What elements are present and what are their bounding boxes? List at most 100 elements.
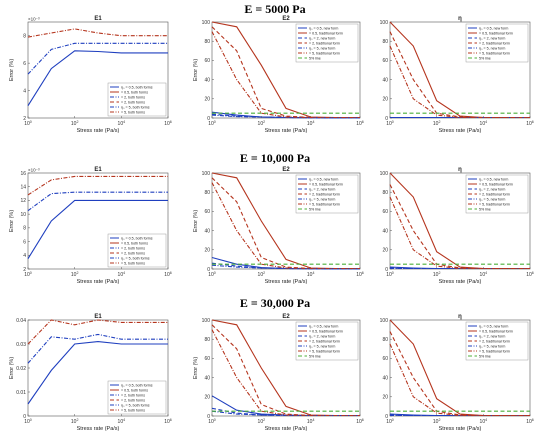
x-tick-label: 100 bbox=[24, 120, 32, 127]
panel-e2: E2 0 20 40 60 80 100 100 102 104 106 Stress rate (P… bbox=[193, 167, 364, 285]
y-exponent-label: ×10⁻³ bbox=[28, 168, 40, 173]
legend: η₀ = 0.5, new form= 0.5, traditional for… bbox=[295, 321, 359, 361]
x-tick-label: 106 bbox=[356, 418, 364, 425]
y-tick-label: 0.03 bbox=[16, 342, 26, 348]
legend-label: = 0.5, traditional form bbox=[309, 182, 343, 186]
x-axis-label: Stress rate (Pa/s) bbox=[439, 128, 482, 134]
legend-label: 5% line bbox=[309, 207, 321, 211]
legend-label: = 5, both forms bbox=[121, 110, 145, 114]
y-tick-label: 2 bbox=[23, 116, 26, 122]
y-tick-label: 0 bbox=[207, 267, 210, 273]
y-tick-label: 8 bbox=[23, 34, 26, 40]
x-axis-label: Stress rate (Pa/s) bbox=[265, 128, 308, 134]
legend-label: 5% line bbox=[479, 207, 491, 211]
series-line bbox=[27, 50, 168, 106]
series-line bbox=[27, 42, 168, 75]
x-axis-label: Stress rate (Pa/s) bbox=[77, 426, 120, 432]
x-tick-label: 104 bbox=[307, 120, 315, 127]
x-tick-label: 102 bbox=[258, 120, 266, 127]
panel-title: η bbox=[458, 314, 462, 320]
x-tick-label: 104 bbox=[118, 271, 126, 278]
legend-label: = 5, traditional form bbox=[479, 202, 510, 206]
legend-label: = 5, traditional form bbox=[479, 349, 510, 353]
y-tick-label: 80 bbox=[204, 337, 210, 343]
y-tick-label: 100 bbox=[380, 171, 389, 177]
panel-eta: η 0 20 40 60 80 100 100 102 104 106 Stress rate (Pa… bbox=[380, 167, 534, 285]
y-tick-label: 80 bbox=[382, 39, 388, 45]
x-tick-label: 106 bbox=[164, 120, 172, 127]
y-tick-label: 40 bbox=[382, 375, 388, 381]
legend: η₀ = 0.5, new form= 0.5, traditional for… bbox=[465, 23, 529, 63]
legend-label: = 2, traditional form bbox=[309, 41, 340, 45]
legend-label: 5% line bbox=[309, 56, 321, 60]
y-tick-label: 80 bbox=[382, 190, 388, 196]
legend-label: η₀ = 0.5, both forms bbox=[121, 236, 153, 240]
y-tick-label: 60 bbox=[204, 58, 210, 64]
legend-label: = 5, traditional form bbox=[309, 349, 340, 353]
legend-label: η₀ = 2, new form bbox=[309, 334, 335, 338]
y-tick-label: 60 bbox=[382, 209, 388, 215]
y-tick-label: 0 bbox=[23, 414, 26, 420]
y-tick-label: 60 bbox=[382, 356, 388, 362]
panel-e1: E1 ×10⁻³ 2 4 6 8 10 12 14 16 100 102 104 106 Stress ra… bbox=[9, 167, 172, 285]
legend-box bbox=[107, 233, 167, 268]
series-line bbox=[389, 184, 530, 270]
x-tick-label: 104 bbox=[480, 271, 488, 278]
panel-title: η bbox=[458, 16, 462, 22]
x-axis-label: Stress rate (Pa/s) bbox=[439, 279, 482, 285]
y-tick-label: 100 bbox=[202, 171, 211, 177]
y-tick-label: 0 bbox=[207, 116, 210, 122]
x-axis-label: Stress rate (Pa/s) bbox=[265, 279, 308, 285]
legend-label: η₀ = 5, new form bbox=[309, 197, 335, 201]
legend-label: = 2, both forms bbox=[121, 246, 145, 250]
y-tick-label: 0.02 bbox=[16, 366, 26, 372]
y-tick-label: 40 bbox=[204, 228, 210, 234]
y-tick-label: 16 bbox=[20, 171, 26, 177]
y-tick-label: 20 bbox=[204, 248, 210, 254]
y-tick-label: 20 bbox=[382, 395, 388, 401]
y-tick-label: 6 bbox=[23, 61, 26, 67]
y-tick-label: 60 bbox=[204, 209, 210, 215]
x-tick-label: 102 bbox=[71, 418, 79, 425]
legend-label: η₀ = 5, both forms bbox=[121, 403, 150, 407]
legend-label: η₀ = 2, new form bbox=[309, 187, 335, 191]
legend-label: η₀ = 0.5, new form bbox=[479, 324, 508, 328]
legend-label: 5% line bbox=[479, 354, 491, 358]
legend: η₀ = 0.5, new form= 0.5, traditional for… bbox=[465, 321, 529, 361]
legend-label: η₀ = 0.5, new form bbox=[309, 26, 338, 30]
series-line bbox=[27, 341, 168, 405]
legend-label: = 0.5, traditional form bbox=[309, 329, 343, 333]
x-tick-label: 100 bbox=[208, 120, 216, 127]
series-line bbox=[27, 319, 168, 345]
x-tick-label: 102 bbox=[258, 271, 266, 278]
y-axis-label: Error (%) bbox=[193, 210, 199, 232]
legend-label: η₀ = 2, new form bbox=[479, 187, 505, 191]
legend-label: η₀ = 5, new form bbox=[309, 46, 335, 50]
legend-label: η₀ = 0.5, both forms bbox=[121, 383, 153, 387]
x-axis-label: Stress rate (Pa/s) bbox=[265, 426, 308, 432]
x-tick-label: 106 bbox=[526, 271, 534, 278]
panel-title: η bbox=[458, 167, 462, 173]
legend-label: = 2, traditional form bbox=[479, 192, 510, 196]
legend-label: η₀ = 0.5, new form bbox=[479, 26, 508, 30]
legend-label: = 2, traditional form bbox=[479, 339, 510, 343]
series-line bbox=[211, 329, 360, 417]
legend-label: η₀ = 5, both forms bbox=[121, 105, 150, 109]
series-line bbox=[27, 191, 168, 212]
y-tick-label: 4 bbox=[23, 88, 26, 94]
x-tick-label: 106 bbox=[526, 120, 534, 127]
y-tick-label: 100 bbox=[380, 318, 389, 324]
legend: η₀ = 0.5, new form= 0.5, traditional for… bbox=[295, 23, 359, 63]
legend-label: = 2, traditional form bbox=[309, 192, 340, 196]
legend: η₀ = 0.5, new form= 0.5, traditional for… bbox=[465, 174, 529, 214]
x-tick-label: 102 bbox=[433, 120, 441, 127]
panel-title: E2 bbox=[282, 167, 290, 173]
x-tick-label: 104 bbox=[307, 418, 315, 425]
series-line bbox=[27, 333, 168, 364]
panel-title: E2 bbox=[282, 16, 290, 22]
series-line bbox=[211, 31, 360, 119]
panel-title: E1 bbox=[94, 167, 102, 173]
legend-label: η₀ = 0.5, new form bbox=[309, 324, 338, 328]
x-tick-label: 100 bbox=[24, 418, 32, 425]
